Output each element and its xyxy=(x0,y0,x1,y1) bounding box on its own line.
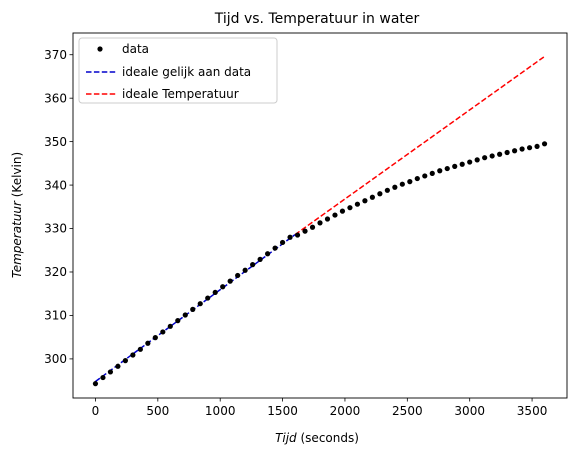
data-point xyxy=(145,340,151,346)
data-point xyxy=(220,284,226,290)
series-line-2 xyxy=(294,55,545,236)
data-point xyxy=(437,168,443,174)
legend: data ideale gelijk aan data ideale Tempe… xyxy=(78,37,278,104)
legend-label-fit: ideale gelijk aan data xyxy=(122,65,251,79)
data-point xyxy=(362,198,368,204)
plot-frame xyxy=(72,32,568,399)
data-point xyxy=(175,318,181,324)
data-point xyxy=(339,208,346,214)
data-point xyxy=(452,163,458,169)
y-tick-label: 370 xyxy=(44,48,67,62)
y-tick-label: 310 xyxy=(44,309,67,323)
data-point xyxy=(534,143,540,150)
data-point xyxy=(115,363,121,369)
data-point xyxy=(369,194,375,200)
data-point xyxy=(489,153,495,159)
data-point xyxy=(107,369,114,375)
x-tick-label: 2500 xyxy=(392,404,423,418)
data-point xyxy=(474,157,480,163)
y-axis-label-italic: Temperatuur xyxy=(10,200,24,278)
y-tick-label: 340 xyxy=(44,178,67,192)
data-point xyxy=(257,256,263,262)
data-point xyxy=(197,301,203,307)
y-tick-label: 350 xyxy=(44,135,67,149)
data-point xyxy=(152,335,158,341)
y-axis-label-unit: (Kelvin) xyxy=(10,152,24,201)
x-axis-label-unit: (seconds) xyxy=(297,431,359,445)
data-point xyxy=(242,267,248,273)
data-point xyxy=(512,148,518,154)
data-point xyxy=(459,161,465,167)
x-tick-label: 2000 xyxy=(330,404,361,418)
data-point xyxy=(279,239,286,246)
data-point xyxy=(130,352,136,358)
data-point xyxy=(227,278,233,284)
data-point xyxy=(526,145,533,151)
data-point xyxy=(205,295,211,301)
y-tick-label: 360 xyxy=(44,91,67,105)
data-point xyxy=(317,220,323,226)
data-point xyxy=(399,181,405,187)
data-point xyxy=(377,191,383,197)
y-tick-label: 300 xyxy=(44,352,67,366)
y-axis-label: Temperatuur (Kelvin) xyxy=(10,152,24,278)
data-point xyxy=(92,381,99,387)
data-point xyxy=(392,184,398,190)
data-point xyxy=(482,155,488,161)
y-tick-label: 330 xyxy=(44,222,67,236)
y-tick-label: 320 xyxy=(44,265,67,279)
data-point xyxy=(541,141,548,147)
data-point xyxy=(302,228,308,234)
legend-label-ideal: ideale Temperatuur xyxy=(122,87,239,101)
data-point xyxy=(167,323,173,329)
data-point xyxy=(212,289,218,296)
data-point xyxy=(354,201,361,207)
x-tick-label: 0 xyxy=(92,404,100,418)
x-tick-label: 1500 xyxy=(267,404,298,418)
x-tick-label: 500 xyxy=(146,404,169,418)
data-point xyxy=(294,232,301,238)
data-point xyxy=(429,170,435,176)
data-point xyxy=(100,374,106,381)
data-point xyxy=(265,251,271,257)
data-point xyxy=(422,173,428,179)
data-point xyxy=(190,306,196,312)
data-point xyxy=(287,234,293,240)
data-point xyxy=(122,358,128,364)
x-axis-label: Tijd (seconds) xyxy=(275,431,359,445)
data-point xyxy=(235,272,241,279)
data-point xyxy=(407,179,413,185)
data-point xyxy=(182,312,188,318)
axes-ticks: 0 500 1000 1500 2000 2500 3000 3500 300 310 320 330… xyxy=(44,48,547,418)
x-axis-label-italic: Tijd xyxy=(275,431,297,445)
data-point xyxy=(497,151,503,157)
data-point xyxy=(519,146,525,152)
legend-label-data: data xyxy=(122,42,149,56)
legend-box xyxy=(78,37,278,104)
data-point xyxy=(309,224,316,230)
legend-marker-data xyxy=(97,46,103,52)
data-point xyxy=(414,175,420,182)
data-point xyxy=(384,187,390,193)
x-tick-label: 3000 xyxy=(454,404,485,418)
x-tick-label: 3500 xyxy=(517,404,548,418)
data-point xyxy=(250,262,256,268)
x-tick-label: 1000 xyxy=(205,404,236,418)
data-point xyxy=(332,212,338,218)
data-point xyxy=(324,216,331,222)
data-point xyxy=(504,149,510,156)
data-point xyxy=(272,245,278,251)
data-point xyxy=(137,346,143,352)
data-point xyxy=(467,159,473,165)
data-point xyxy=(444,165,450,172)
plot-area xyxy=(92,55,548,387)
chart-title: Tijd vs. Temperatuur in water xyxy=(214,11,420,27)
data-point xyxy=(160,329,166,335)
data-point xyxy=(347,205,353,211)
